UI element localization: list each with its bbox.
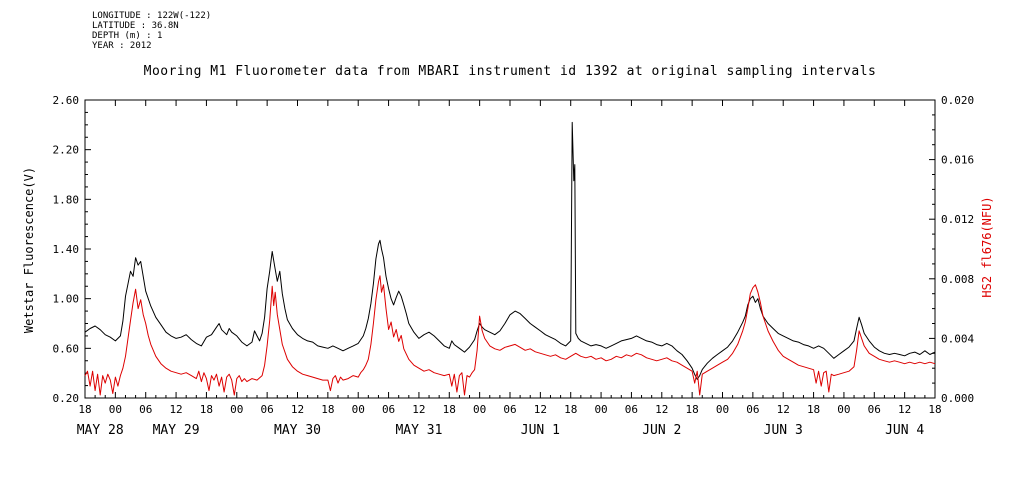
- y-left-tick-label: 2.60: [53, 94, 80, 107]
- x-tick-label: 18: [686, 403, 699, 416]
- x-tick-label: 18: [78, 403, 91, 416]
- x-tick-label: 18: [200, 403, 213, 416]
- y-left-tick-label: 0.60: [53, 342, 80, 355]
- chart-title: Mooring M1 Fluorometer data from MBARI i…: [143, 64, 877, 79]
- x-tick-label: 12: [534, 403, 547, 416]
- date-label: JUN 1: [521, 423, 560, 438]
- series-wetstar-fluorescence: [84, 121, 936, 380]
- metadata-latitude: LATITUDE : 36.8N: [92, 21, 179, 31]
- y-right-tick-label: 0.004: [941, 332, 974, 345]
- x-tick-label: 12: [291, 403, 304, 416]
- x-tick-label: 18: [443, 403, 456, 416]
- x-tick-label: 06: [261, 403, 274, 416]
- y-left-tick-label: 0.20: [53, 392, 80, 405]
- metadata-year: YEAR : 2012: [92, 41, 152, 51]
- x-tick-label: 00: [352, 403, 365, 416]
- x-tick-label: 12: [169, 403, 182, 416]
- x-tick-label: 18: [807, 403, 820, 416]
- y-right-tick-label: 0.012: [941, 213, 974, 226]
- x-tick-label: 00: [716, 403, 729, 416]
- y-right-tick-label: 0.020: [941, 94, 974, 107]
- x-tick-label: 12: [655, 403, 668, 416]
- date-label: JUN 3: [764, 423, 803, 438]
- x-tick-label: 00: [594, 403, 607, 416]
- y-right-tick-label: 0.016: [941, 154, 974, 167]
- date-label: MAY 29: [153, 423, 200, 438]
- x-tick-label: 06: [868, 403, 881, 416]
- date-label: MAY 28: [77, 423, 124, 438]
- date-label: MAY 30: [274, 423, 321, 438]
- date-label: JUN 2: [642, 423, 681, 438]
- x-tick-label: 12: [412, 403, 425, 416]
- x-tick-label: 12: [777, 403, 790, 416]
- x-tick-label: 06: [503, 403, 516, 416]
- y-left-tick-label: 2.20: [53, 144, 80, 157]
- x-tick-label: 12: [898, 403, 911, 416]
- x-tick-label: 06: [382, 403, 395, 416]
- x-tick-label: 00: [837, 403, 850, 416]
- metadata-longitude: LONGITUDE : 122W(-122): [92, 11, 212, 21]
- metadata-depth: DEPTH (m) : 1: [92, 31, 163, 41]
- x-tick-label: 18: [321, 403, 334, 416]
- date-label: MAY 31: [395, 423, 442, 438]
- y-right-tick-label: 0.000: [941, 392, 974, 405]
- x-tick-label: 06: [746, 403, 759, 416]
- series-hs2-fl676: [84, 275, 936, 396]
- x-tick-label: 06: [625, 403, 638, 416]
- metadata-block: LONGITUDE : 122W(-122) LATITUDE : 36.8N …: [92, 11, 211, 51]
- x-tick-label: 00: [230, 403, 243, 416]
- x-tick-label: 00: [109, 403, 122, 416]
- y-right-tick-label: 0.008: [941, 273, 974, 286]
- date-label: JUN 4: [885, 423, 924, 438]
- x-tick-label: 06: [139, 403, 152, 416]
- x-tick-label: 00: [473, 403, 486, 416]
- y-left-tick-label: 1.80: [53, 193, 80, 206]
- plot-frame: [84, 99, 936, 399]
- y-left-tick-label: 1.00: [53, 293, 80, 306]
- x-tick-label: 18: [928, 403, 941, 416]
- y-left-tick-label: 1.40: [53, 243, 80, 256]
- x-tick-label: 18: [564, 403, 577, 416]
